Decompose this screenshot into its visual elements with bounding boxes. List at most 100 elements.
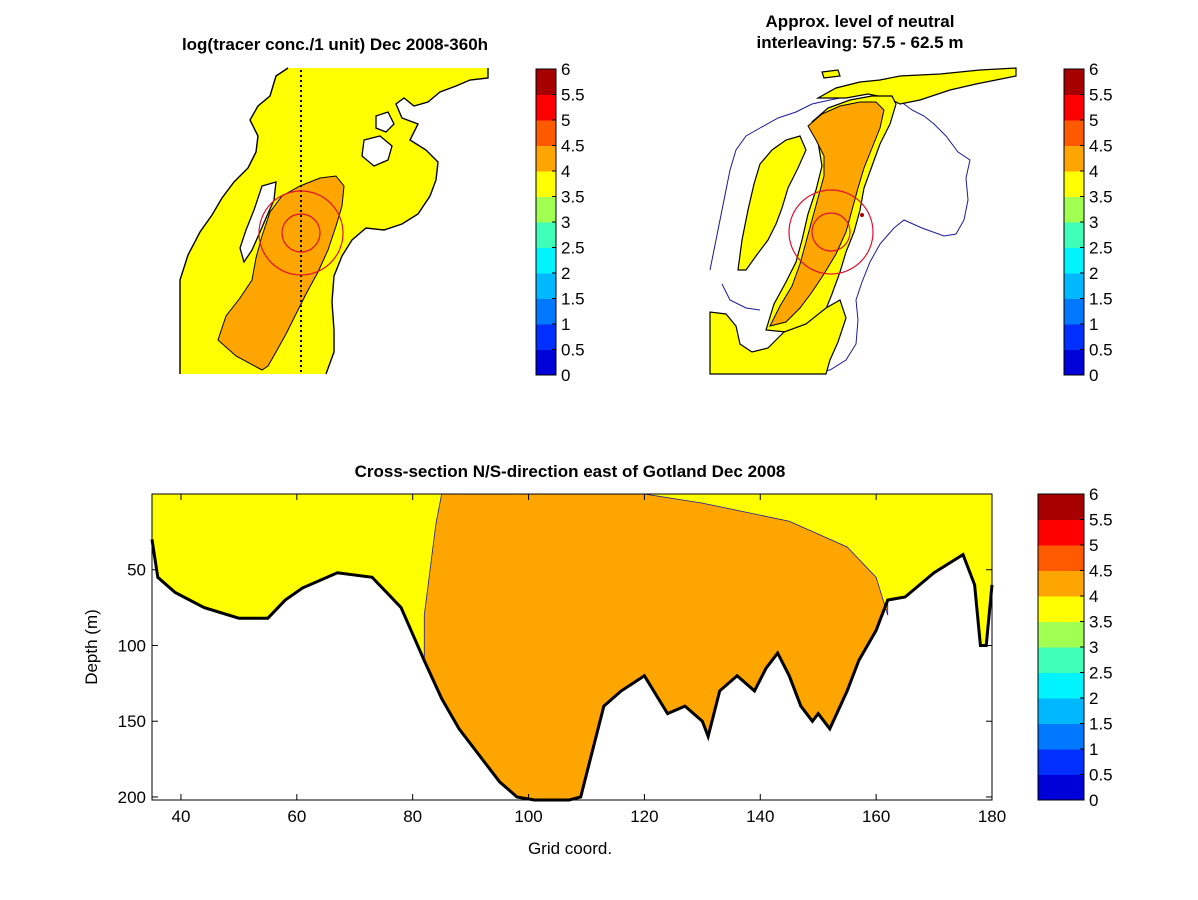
colorbar-band [1064,349,1084,376]
section-y-axis: 50 100 150 200 [118,561,992,807]
colorbar-tick-label: 6 [1089,60,1098,79]
colorbar-band [1038,774,1084,801]
colorbar-tick-label: 4.5 [1089,562,1113,581]
colorbar-tick-label: 5 [1089,536,1098,555]
colorbar-tick-label: 5 [561,111,570,130]
colorbar-tick-label: 5 [1089,111,1098,130]
colorbar-tick-label: 0.5 [561,341,585,360]
colorbar-band [536,247,556,274]
colorbar-band [1064,324,1084,350]
colorbar-tick-label: 0 [1089,791,1098,810]
map2-panel [709,67,1017,375]
colorbar-tick-label: 3.5 [1089,613,1113,632]
x-tick-label: 180 [978,807,1006,826]
colorbar-band [536,349,556,376]
colorbar-band [536,324,556,350]
section-panel: 40 60 80 100 120 140 160 180 50 100 150 200 Grid c… [82,493,1006,858]
colorbar-tick-label: 2 [1089,689,1098,708]
map1-island [239,181,277,264]
colorbar-band [536,222,556,248]
colorbar-tick-label: 5.5 [561,86,585,105]
section-title: Cross-section N/S-direction east of Gotl… [354,462,786,481]
map2-title-line2: interleaving: 57.5 - 62.5 m [756,33,964,52]
colorbar-band [1064,145,1084,172]
y-tick-label: 150 [118,712,146,731]
colorbar-band [1064,247,1084,274]
colorbar-band [1038,672,1084,699]
map2-blue-outline-left [721,283,761,311]
colorbar-tick-label: 1 [1089,740,1098,759]
colorbar-tick-label: 3.5 [1089,188,1113,207]
colorbar-tick-label: 3 [1089,638,1098,657]
map2-inner-ring [811,212,851,252]
colorbar-band [1038,647,1084,673]
colorbar-tick-label: 4 [1089,587,1098,606]
colorbar-tick-label: 4.5 [1089,137,1113,156]
colorbar-tick-label: 4.5 [561,137,585,156]
colorbar-tick-label: 0.5 [1089,341,1113,360]
map1-title: log(tracer conc./1 unit) Dec 2008-360h [181,35,489,54]
section-ylabel: Depth (m) [82,609,101,685]
map1-outer-ring [258,190,344,276]
colorbar-tick-label: 1.5 [1089,715,1113,734]
colorbar-band [1064,273,1084,299]
colorbar-tick-label: 0 [1089,366,1098,385]
colorbar-tick-label: 2 [561,264,570,283]
map1-island-small [361,135,393,167]
colorbar-band [1038,545,1084,571]
colorbar-tick-label: 5.5 [1089,86,1113,105]
map2-sea-left [737,135,807,271]
colorbar-band [536,298,556,325]
x-tick-label: 120 [630,807,658,826]
y-tick-label: 50 [127,561,146,580]
section-xlabel: Grid coord. [528,839,612,858]
section-axes-frame [151,493,993,801]
x-tick-label: 40 [172,807,191,826]
colorbar-tick-label: 2.5 [561,239,585,258]
colorbar-tick-label: 6 [1089,485,1098,504]
x-tick-label: 160 [862,807,890,826]
colorbar-tick-label: 2 [1089,264,1098,283]
x-tick-label: 140 [746,807,774,826]
colorbar-tick-label: 0.5 [1089,766,1113,785]
colorbar-tick-label: 4 [1089,162,1098,181]
map2-sea-topleft [821,69,841,79]
colorbar-band [536,69,556,95]
colorbar-band [1064,298,1084,325]
map1-level4-region [217,175,345,371]
colorbar3: 6 5.5 5 4.5 4 3.5 3 2.5 2 1.5 1 0.5 0 [1037,485,1113,810]
colorbar-band [1038,749,1084,775]
colorbar-band [1064,196,1084,223]
colorbar-band [1064,222,1084,248]
colorbar-tick-label: 1 [1089,315,1098,334]
colorbar-band [1038,570,1084,597]
map1-inner-ring [281,213,321,253]
colorbar2: 6 5.5 5 4.5 4 3.5 3 2.5 2 1.5 1 0.5 0 [1063,60,1113,385]
map2-sea-top [815,67,1017,105]
map2-blue-outline [709,91,971,375]
colorbar-tick-label: 3 [561,213,570,232]
y-tick-label: 200 [118,788,146,807]
colorbar-band [1038,519,1084,546]
x-tick-label: 100 [514,807,542,826]
colorbar-tick-label: 1.5 [561,290,585,309]
map2-title-line1: Approx. level of neutral [765,12,955,31]
map2-outer-ring [788,189,874,275]
colorbar-tick-label: 1.5 [1089,290,1113,309]
colorbar-band [1038,596,1084,622]
colorbar1: 6 5.5 5 4.5 4 3.5 3 2.5 2 1.5 1 0.5 0 [535,60,585,385]
colorbar-band [1064,69,1084,95]
colorbar-tick-label: 2.5 [1089,239,1113,258]
colorbar-band [536,196,556,223]
map1-island-small2 [375,111,395,133]
colorbar-tick-label: 6 [561,60,570,79]
colorbar-band [536,171,556,197]
map2-marker-dot [860,213,864,217]
map1-panel [179,67,489,375]
colorbar-tick-label: 3 [1089,213,1098,232]
section-x-axis: 40 60 80 100 120 140 160 180 [172,494,1006,826]
colorbar-tick-label: 5.5 [1089,511,1113,530]
colorbar-tick-label: 3.5 [561,188,585,207]
colorbar-tick-label: 0 [561,366,570,385]
